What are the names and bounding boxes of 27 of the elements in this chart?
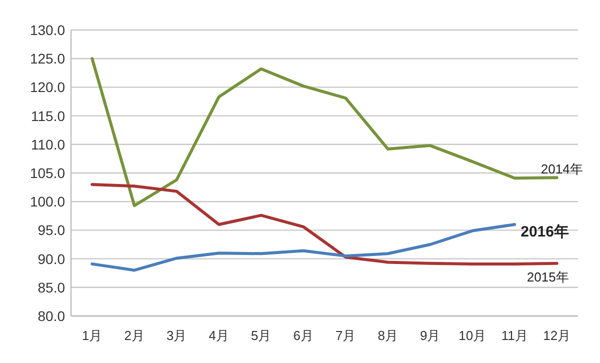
- y-tick-label: 105.0: [30, 165, 66, 181]
- x-tick-label: 5月: [251, 328, 272, 343]
- y-tick-label: 130.0: [30, 22, 66, 38]
- y-tick-label: 110.0: [31, 136, 66, 152]
- x-tick-label: 1月: [82, 328, 102, 343]
- y-tick-label: 115.0: [31, 108, 66, 124]
- x-tick-label: 6月: [293, 328, 314, 343]
- x-tick-label: 7月: [336, 328, 356, 343]
- series-label: 2014年: [540, 162, 583, 177]
- y-tick-label: 125.0: [30, 50, 66, 67]
- x-tick-label: 4月: [208, 328, 229, 343]
- x-tick-label: 12月: [543, 328, 571, 343]
- x-tick-label: 11月: [501, 328, 528, 343]
- x-tick-label: 3月: [166, 328, 187, 343]
- y-tick-label: 90.0: [38, 250, 66, 267]
- x-tick-label: 9月: [420, 328, 440, 343]
- x-tick-label: 2月: [124, 328, 144, 343]
- series-label: 2016年: [520, 223, 569, 240]
- line-series: [90, 222, 516, 272]
- x-tick-label: 8月: [378, 328, 398, 343]
- y-tick-label: 120.0: [30, 79, 66, 96]
- y-tick-label: 85.0: [38, 279, 66, 296]
- x-tick-label: 10月: [458, 328, 486, 343]
- y-tick-label: 100.0: [30, 194, 66, 210]
- series-label: 2015年: [526, 269, 569, 284]
- y-tick-label: 95.0: [38, 222, 66, 238]
- y-tick-label: 80.0: [38, 308, 66, 324]
